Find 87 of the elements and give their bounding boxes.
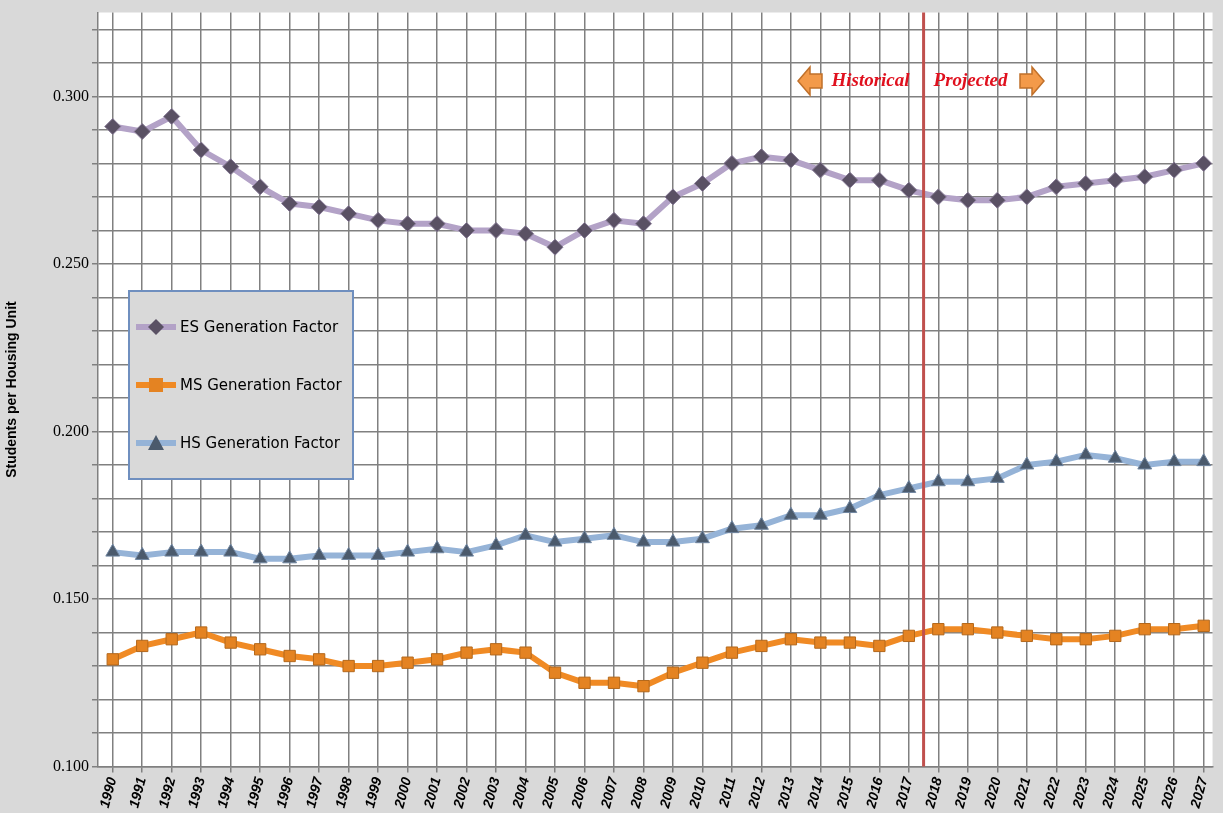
point [1168,623,1181,636]
x-tick-label: 2013 [773,775,798,811]
point [902,629,915,643]
x-tick-label: 1993 [184,775,208,810]
y-tick-label: 0.150 [53,589,89,607]
point [843,636,857,649]
x-tick-label: 1994 [213,775,238,810]
x-tick-label: 2014 [803,775,828,811]
point [1138,623,1151,636]
x-tick-label: 2024 [1098,775,1122,811]
annotation: Historical [830,68,911,90]
point [1079,633,1092,646]
point [195,626,208,639]
point [961,623,974,636]
x-tick-label: 2018 [921,775,946,811]
x-tick-label: 2002 [449,775,474,811]
x-tick-label: 2007 [596,774,621,811]
point [342,659,355,673]
x-tick-label: 2019 [950,775,975,811]
x-tick-label: 2022 [1039,775,1063,811]
x-tick-label: 2006 [567,775,592,811]
x-tick-label: 1996 [272,775,297,810]
point [637,679,650,693]
x-tick-label: 2011 [715,775,739,810]
y-tick-label: 0.300 [53,86,89,104]
x-tick-label: 2027 [1186,774,1211,811]
x-tick-label: 1991 [125,775,149,810]
point [666,666,680,679]
point [578,676,591,689]
point [283,649,296,663]
x-tick-label: 2021 [1009,775,1034,811]
x-tick-label: 2026 [1157,775,1181,811]
x-tick-label: 1992 [154,775,179,810]
x-tick-label: 1999 [361,775,385,810]
point [1197,619,1210,632]
x-tick-label: 2015 [832,775,857,811]
legend-label: MS Generation Factor [180,375,342,394]
point [873,639,886,653]
x-tick-label: 2012 [744,775,769,811]
point [460,646,473,659]
point [548,666,562,679]
annotation: Projected [932,68,1008,90]
x-tick-label: 2025 [1127,775,1152,811]
y-tick-label: 0.100 [53,756,89,774]
point [1050,633,1063,646]
point [1109,629,1122,643]
point [755,639,768,653]
x-tick-label: 2004 [508,775,533,811]
point [607,676,621,689]
x-tick-label: 1990 [95,775,120,810]
x-tick-label: 2009 [655,775,680,811]
x-tick-label: 2023 [1068,775,1093,811]
point [136,639,149,653]
legend-label: ES Generation Factor [180,317,339,336]
point [784,633,798,646]
x-tick-label: 2017 [891,774,916,811]
point [254,643,267,656]
legend-label: HS Generation Factor [180,433,340,452]
point [165,633,178,646]
y-tick-label: 0.250 [53,254,89,272]
x-tick-label: 1995 [243,775,267,810]
point [430,653,444,666]
x-tick-label: 2005 [537,775,562,811]
point [106,653,119,666]
point [1020,629,1033,643]
x-tick-label: 1998 [331,775,356,810]
x-tick-label: 1997 [302,774,327,810]
point [696,656,709,669]
point [932,623,945,636]
point [725,646,739,659]
point [489,643,503,656]
y-axis-title: Students per Housing Unit [3,300,20,478]
point [401,656,414,669]
point [224,636,237,649]
x-tick-label: 2010 [685,775,710,811]
x-tick-label: 2001 [419,775,444,811]
point [312,653,326,666]
point [519,646,532,659]
x-tick-label: 2016 [862,775,887,811]
point [814,636,827,649]
x-tick-label: 2020 [980,775,1004,811]
point [991,626,1004,639]
point [371,659,385,673]
x-tick-label: 2008 [626,775,651,811]
x-tick-label: 2000 [390,775,415,811]
y-tick-label: 0.200 [53,421,89,439]
x-tick-label: 2003 [478,775,503,811]
